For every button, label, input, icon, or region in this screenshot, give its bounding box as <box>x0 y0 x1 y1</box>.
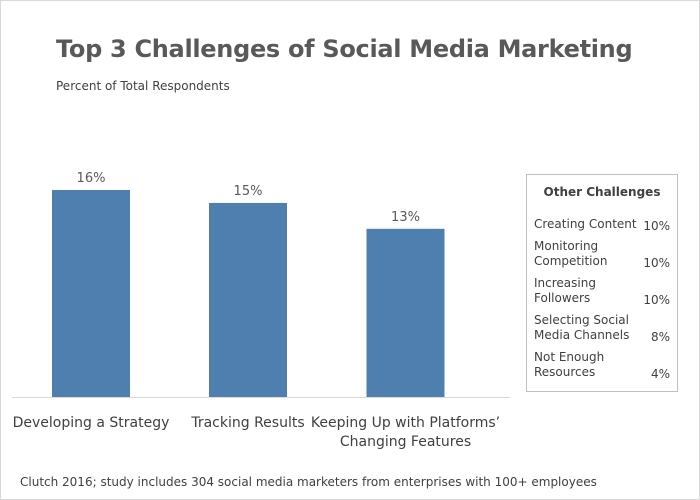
other-challenge-name: Selecting Social Media Channels <box>534 313 630 342</box>
footnote: Clutch 2016; study includes 304 social m… <box>20 475 597 489</box>
other-challenge-value: 10% <box>643 293 670 307</box>
chart-subtitle: Percent of Total Respondents <box>56 79 230 93</box>
bar <box>209 202 287 397</box>
other-challenge-name: Increasing Followers <box>534 276 596 305</box>
bar <box>52 190 130 397</box>
data-label: 16% <box>77 171 106 186</box>
other-challenges-box: Other Challenges Creating Content 10% Moni… <box>526 174 678 392</box>
other-challenge-item: Increasing Followers 10% <box>534 276 670 307</box>
x-tick-label: Developing a Strategy <box>12 415 170 431</box>
other-challenge-value: 8% <box>650 330 670 344</box>
other-challenges-title: Other Challenges <box>543 185 661 199</box>
other-challenge-item: Selecting Social Media Channels 8% <box>534 313 670 344</box>
other-challenge-value: 10% <box>643 256 670 270</box>
other-challenge-value: 10% <box>643 219 670 233</box>
data-label: 15% <box>234 184 263 199</box>
other-challenge-item: Not Enough Resources 4% <box>534 350 670 381</box>
other-challenge-item: Creating Content 10% <box>534 217 670 233</box>
other-challenge-name: Not Enough Resources <box>534 350 605 379</box>
chart-title: Top 3 Challenges of Social Media Marketi… <box>56 35 633 63</box>
other-challenge-item: Monitoring Competition 10% <box>534 239 670 270</box>
other-challenge-name: Creating Content <box>534 217 637 231</box>
bar <box>366 228 445 397</box>
other-challenge-name: Monitoring Competition <box>534 239 608 268</box>
x-tick-label: Tracking Results <box>191 415 305 431</box>
other-challenge-value: 4% <box>650 367 670 381</box>
data-label: 13% <box>391 210 420 225</box>
x-tick-label: Keeping Up with Platforms’ Changing Feat… <box>310 415 501 450</box>
